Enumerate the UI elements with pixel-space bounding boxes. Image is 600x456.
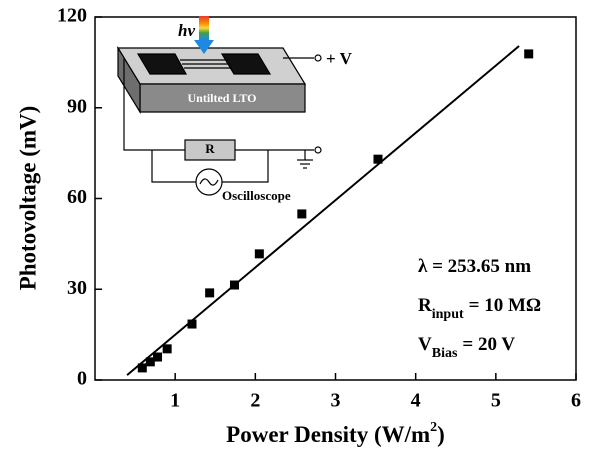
annotation-symbol: V <box>418 334 432 355</box>
inset-resistor-label: R <box>205 141 215 156</box>
x-tick-label: 3 <box>331 390 341 412</box>
annotation-subscript: Bias <box>432 346 458 361</box>
inset-light-label: hν <box>178 21 195 40</box>
x-axis-title: Power Density (W/m2) <box>226 420 445 447</box>
data-point <box>373 154 383 164</box>
inset-sample-label: Untilted LTO <box>187 91 256 105</box>
x-tick-label: 2 <box>250 390 260 412</box>
annotation: Rinput = 10 MΩ <box>418 295 541 322</box>
x-axis-title-end: ) <box>437 422 445 447</box>
annotation-symbol: R <box>418 295 432 316</box>
data-point <box>297 209 307 219</box>
x-tick-label: 5 <box>491 390 501 412</box>
y-tick-label: 120 <box>57 5 87 27</box>
y-tick-label: 0 <box>77 368 87 390</box>
inset-terminal-label: + V <box>326 49 353 68</box>
annotation: VBias = 20 V <box>418 334 515 361</box>
data-point <box>254 249 264 259</box>
data-point <box>229 280 239 290</box>
data-point <box>162 344 172 354</box>
data-point <box>153 352 163 362</box>
y-axis-title: Photovoltage (mV) <box>15 106 40 291</box>
inset-diagram <box>116 16 322 196</box>
x-axis-title-superscript: 2 <box>430 420 437 435</box>
x-axis-title-text: Power Density (W/m <box>226 422 430 447</box>
x-tick-label: 6 <box>571 390 581 412</box>
annotation-subscript: input <box>432 307 464 322</box>
inset-meter-label: Oscilloscope <box>222 188 291 203</box>
data-point <box>205 288 215 298</box>
annotation: λ = 253.65 nm <box>418 256 531 277</box>
annotation-text: λ = 253.65 nm <box>418 256 531 277</box>
annotation-text: = 20 V <box>462 334 515 355</box>
annotation-text: = 10 MΩ <box>469 295 541 316</box>
x-tick-label: 4 <box>411 390 421 412</box>
data-point <box>137 363 147 373</box>
data-point <box>524 49 534 59</box>
data-point <box>145 357 155 367</box>
y-tick-label: 90 <box>67 95 87 117</box>
x-tick-label: 1 <box>170 390 180 412</box>
y-tick-label: 60 <box>67 186 87 208</box>
y-tick-label: 30 <box>67 277 87 299</box>
data-point <box>187 319 197 329</box>
